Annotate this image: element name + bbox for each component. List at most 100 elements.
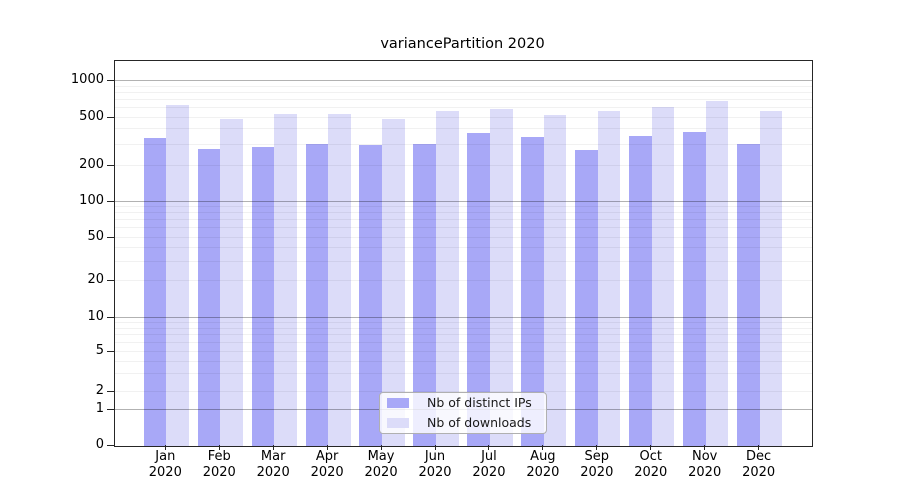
legend-swatch-distinct-ips	[387, 398, 409, 408]
x-tick-mark	[380, 445, 382, 450]
x-tick-mark	[488, 445, 490, 450]
gridline-minor	[115, 219, 812, 221]
bar-jun-distinct-ips	[413, 143, 436, 446]
x-tick-label-aug: Aug 2020	[526, 449, 560, 480]
x-tick-label-nov: Nov 2020	[688, 449, 722, 480]
gridline-minor	[115, 116, 812, 118]
x-tick-label-mar: Mar 2020	[256, 449, 290, 480]
gridline-minor	[115, 128, 812, 130]
y-tick-mark	[107, 80, 114, 81]
y-tick-label: 50	[87, 228, 104, 244]
x-tick-mark	[542, 445, 544, 450]
x-tick-label-may: May 2020	[364, 449, 398, 480]
bar-apr-downloads	[328, 114, 351, 446]
gridline-minor	[115, 391, 812, 392]
y-tick-label: 20	[87, 272, 104, 287]
y-tick-mark	[107, 351, 114, 352]
bar-jan-downloads	[166, 105, 189, 446]
gridline-minor	[115, 327, 812, 329]
x-tick-mark	[434, 445, 436, 450]
x-tick-label-feb: Feb 2020	[202, 449, 236, 480]
legend: Nb of distinct IPs Nb of downloads	[379, 392, 547, 434]
y-tick-mark	[107, 316, 114, 318]
y-tick-mark	[107, 165, 114, 166]
legend-label-downloads: Nb of downloads	[427, 415, 532, 430]
bar-oct-downloads	[651, 106, 675, 446]
x-tick-mark	[650, 445, 652, 450]
legend-swatch-downloads	[387, 418, 409, 428]
y-tick-label: 2	[95, 383, 104, 398]
y-tick-label: 200	[79, 157, 104, 172]
y-tick-mark	[107, 391, 114, 392]
legend-item-distinct-ips: Nb of distinct IPs	[387, 395, 546, 412]
bar-may-distinct-ips	[359, 145, 383, 446]
gridline-minor	[115, 334, 812, 336]
bar-feb-downloads	[220, 118, 243, 446]
gridline-minor	[115, 227, 812, 229]
gridline-minor	[115, 247, 812, 249]
y-tick-label: 500	[79, 108, 104, 124]
y-tick-mark	[107, 280, 114, 281]
gridline-minor	[115, 206, 812, 208]
chart-title: variancePartition 2020	[380, 36, 545, 52]
gridline-major	[115, 316, 812, 318]
gridline-minor	[115, 165, 812, 166]
gridline-minor	[115, 260, 812, 262]
bar-aug-downloads	[543, 114, 567, 446]
gridline-minor	[115, 280, 812, 281]
x-tick-mark	[218, 445, 220, 450]
y-tick-mark	[107, 409, 114, 410]
bar-jul-distinct-ips	[467, 133, 490, 446]
bar-dec-distinct-ips	[737, 143, 760, 446]
y-tick-mark	[107, 445, 114, 446]
gridline-minor	[115, 91, 812, 93]
y-tick-label: 1000	[70, 72, 104, 87]
y-tick-label: 100	[79, 193, 104, 208]
bar-aug-distinct-ips	[521, 136, 544, 446]
gridline-minor	[115, 98, 812, 100]
gridline-major	[115, 201, 812, 202]
y-tick-mark	[107, 201, 114, 202]
x-tick-mark	[272, 445, 274, 450]
gridline-major	[115, 80, 812, 81]
x-tick-mark	[326, 445, 328, 450]
x-tick-label-oct: Oct 2020	[634, 449, 668, 480]
bar-sep-distinct-ips	[575, 150, 598, 446]
x-tick-label-sep: Sep 2020	[580, 449, 614, 480]
y-tick-label: 10	[87, 308, 104, 324]
bar-feb-distinct-ips	[197, 149, 221, 446]
legend-item-downloads: Nb of downloads	[387, 415, 546, 432]
y-tick-label: 1	[95, 401, 104, 416]
gridline-minor	[115, 236, 812, 238]
bar-apr-distinct-ips	[305, 144, 329, 446]
gridline-minor	[115, 212, 812, 214]
legend-label-distinct-ips: Nb of distinct IPs	[427, 395, 532, 410]
bar-nov-downloads	[705, 101, 729, 446]
bar-nov-distinct-ips	[683, 131, 706, 446]
x-tick-mark	[164, 445, 166, 450]
bar-sep-downloads	[597, 110, 621, 446]
x-tick-mark	[758, 445, 760, 450]
y-tick-mark	[107, 116, 114, 118]
x-tick-label-jun: Jun 2020	[418, 449, 452, 480]
bar-mar-downloads	[274, 113, 297, 446]
y-tick-mark	[107, 236, 114, 238]
bar-may-downloads	[382, 119, 405, 446]
x-tick-label-jul: Jul 2020	[472, 449, 506, 480]
x-tick-label-jan: Jan 2020	[148, 449, 182, 480]
x-tick-label-apr: Apr 2020	[310, 449, 344, 480]
y-tick-label: 5	[95, 343, 104, 358]
plot-area	[114, 60, 813, 447]
x-tick-mark	[704, 445, 706, 450]
gridline-minor	[115, 143, 812, 145]
x-tick-mark	[596, 445, 598, 450]
bar-dec-downloads	[759, 110, 783, 446]
gridline-minor	[115, 85, 812, 87]
bar-jan-distinct-ips	[143, 138, 167, 446]
bar-mar-distinct-ips	[251, 147, 275, 446]
gridline-minor	[115, 360, 812, 362]
bar-oct-distinct-ips	[629, 136, 652, 446]
bar-jun-downloads	[436, 110, 459, 446]
y-tick-label: 0	[95, 437, 104, 452]
